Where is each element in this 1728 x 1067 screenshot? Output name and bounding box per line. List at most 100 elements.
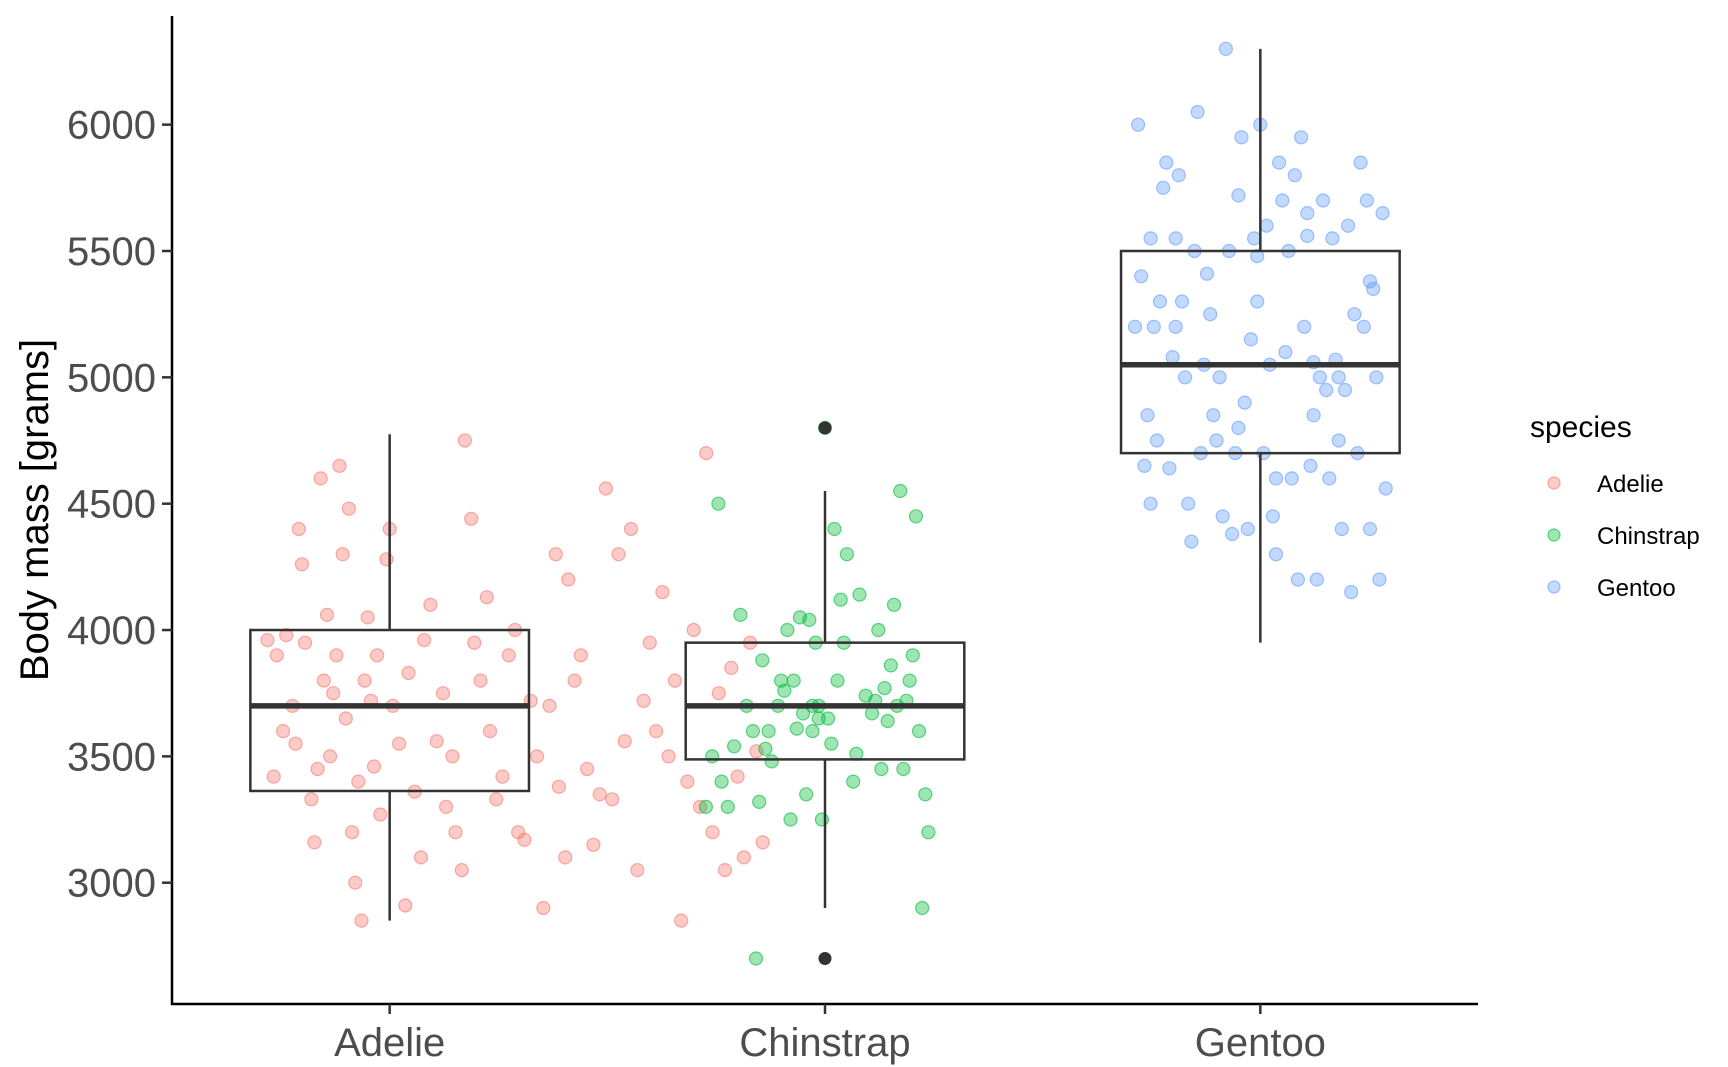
data-point-chinstrap xyxy=(711,496,726,511)
data-point-adelie xyxy=(489,792,504,807)
data-point-adelie xyxy=(567,673,582,688)
data-point-gentoo xyxy=(1353,155,1368,170)
x-tick-label: Chinstrap xyxy=(739,1021,910,1065)
data-point-adelie xyxy=(642,635,657,650)
data-point-gentoo xyxy=(1234,130,1249,145)
data-point-chinstrap xyxy=(905,648,920,663)
data-point-adelie xyxy=(573,648,589,663)
data-point-adelie xyxy=(351,774,366,789)
data-point-chinstrap xyxy=(864,706,880,721)
data-point-chinstrap xyxy=(833,592,848,607)
data-point-gentoo xyxy=(1297,319,1312,334)
data-point-adelie xyxy=(630,862,645,878)
data-point-adelie xyxy=(341,501,356,516)
data-point-chinstrap xyxy=(698,799,714,815)
data-point-adelie xyxy=(294,557,309,572)
data-point-gentoo xyxy=(1331,370,1346,385)
data-point-gentoo xyxy=(1199,266,1215,281)
data-point-adelie xyxy=(699,446,714,461)
data-point-adelie xyxy=(674,913,689,928)
data-point-adelie xyxy=(297,635,313,650)
data-point-adelie xyxy=(482,723,498,739)
x-tick-label: Gentoo xyxy=(1195,1021,1326,1065)
data-point-gentoo xyxy=(1319,382,1334,398)
data-point-adelie xyxy=(354,913,369,928)
data-point-adelie xyxy=(661,749,676,764)
data-point-chinstrap xyxy=(726,739,742,754)
data-point-chinstrap xyxy=(893,483,908,499)
data-point-gentoo xyxy=(1203,307,1218,322)
data-point-gentoo xyxy=(1240,521,1255,537)
data-point-gentoo xyxy=(1359,193,1375,208)
data-point-gentoo xyxy=(1168,319,1183,334)
points-layer xyxy=(260,41,1393,966)
data-point-adelie xyxy=(288,736,303,751)
data-point-adelie xyxy=(536,900,551,916)
data-point-gentoo xyxy=(1174,294,1190,309)
data-point-adelie xyxy=(717,862,733,878)
data-point-chinstrap xyxy=(915,900,930,916)
data-point-adelie xyxy=(648,723,664,739)
data-point-adelie xyxy=(730,769,745,784)
data-point-adelie xyxy=(413,850,429,865)
data-point-chinstrap xyxy=(714,774,729,789)
data-point-gentoo xyxy=(1362,274,1378,289)
data-point-gentoo xyxy=(1250,249,1265,264)
data-point-gentoo xyxy=(1168,231,1183,246)
data-point-chinstrap xyxy=(886,597,902,612)
data-point-adelie xyxy=(467,635,482,650)
data-point-gentoo xyxy=(1209,433,1224,448)
boxes-layer xyxy=(249,48,1401,966)
data-point-chinstrap xyxy=(883,658,898,673)
data-point-adelie xyxy=(542,698,557,713)
y-tick-label: 3000 xyxy=(67,862,156,906)
data-point-adelie xyxy=(304,792,319,807)
y-axis-title: Body mass [grams] xyxy=(13,339,57,681)
y-tick-label: 5000 xyxy=(67,356,156,400)
data-point-gentoo xyxy=(1165,350,1180,365)
data-point-adelie xyxy=(291,521,306,537)
legend-title: species xyxy=(1530,411,1632,444)
data-point-gentoo xyxy=(1159,155,1174,170)
data-point-gentoo xyxy=(1190,104,1205,120)
data-point-gentoo xyxy=(1378,481,1393,496)
data-point-adelie xyxy=(370,648,385,663)
legend-key-chinstrap xyxy=(1547,528,1561,542)
x-tick-label: Adelie xyxy=(334,1021,445,1065)
data-point-chinstrap xyxy=(720,799,735,815)
data-point-gentoo xyxy=(1231,188,1246,203)
data-point-gentoo xyxy=(1344,584,1359,600)
data-point-gentoo xyxy=(1366,281,1381,296)
data-point-gentoo xyxy=(1268,471,1284,486)
legend-key-gentoo xyxy=(1547,580,1561,594)
data-point-gentoo xyxy=(1143,496,1158,511)
data-point-gentoo xyxy=(1146,319,1161,334)
data-point-adelie xyxy=(636,693,651,708)
data-point-gentoo xyxy=(1243,332,1259,347)
data-point-adelie xyxy=(435,686,451,701)
data-point-gentoo xyxy=(1309,572,1324,587)
data-point-gentoo xyxy=(1130,117,1146,132)
y-tick-label: 5500 xyxy=(67,230,156,274)
data-point-gentoo xyxy=(1181,496,1196,511)
data-point-gentoo xyxy=(1275,193,1290,208)
data-point-chinstrap xyxy=(911,723,927,739)
data-point-adelie xyxy=(345,825,360,840)
data-point-gentoo xyxy=(1162,461,1177,476)
data-point-chinstrap xyxy=(874,761,889,777)
data-point-adelie xyxy=(517,832,532,847)
data-point-adelie xyxy=(711,686,726,701)
data-point-chinstrap xyxy=(824,736,839,751)
data-point-chinstrap xyxy=(789,721,804,736)
data-point-gentoo xyxy=(1134,269,1149,284)
data-point-adelie xyxy=(313,471,328,486)
data-point-gentoo xyxy=(1322,471,1337,486)
data-point-adelie xyxy=(348,875,363,890)
data-point-gentoo xyxy=(1250,294,1265,309)
data-point-adelie xyxy=(755,835,770,850)
data-point-gentoo xyxy=(1334,521,1349,537)
data-point-adelie xyxy=(749,744,764,759)
data-point-adelie xyxy=(495,769,510,784)
data-point-adelie xyxy=(529,749,545,764)
